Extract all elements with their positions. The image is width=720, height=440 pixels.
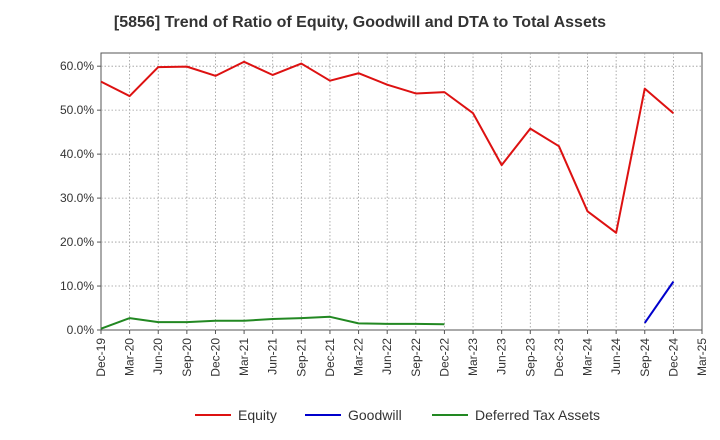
data-point <box>615 232 617 234</box>
x-tick-label: Mar-24 <box>581 338 595 376</box>
y-tick-label: 60.0% <box>60 59 94 73</box>
data-point <box>214 75 216 77</box>
data-point <box>272 74 274 76</box>
legend-layer: Equity Goodwill Deferred Tax Assets <box>195 407 600 423</box>
legend-item: Goodwill <box>305 407 402 423</box>
data-point <box>587 210 589 212</box>
data-point <box>186 66 188 68</box>
data-point <box>472 112 474 114</box>
data-point <box>529 128 531 130</box>
x-tick-label: Dec-19 <box>94 338 108 377</box>
legend-label: Equity <box>238 407 277 423</box>
x-tick-label: Jun-24 <box>609 338 623 375</box>
chart-title: [5856] Trend of Ratio of Equity, Goodwil… <box>113 14 607 31</box>
series-goodwill <box>643 281 675 324</box>
x-tick-label: Sep-21 <box>294 338 308 377</box>
y-tick-label: 30.0% <box>60 191 94 205</box>
x-tick-label: Jun-22 <box>380 338 394 375</box>
data-point <box>300 317 302 319</box>
data-point <box>415 323 417 325</box>
data-point <box>672 281 674 283</box>
data-point <box>243 320 245 322</box>
data-point <box>100 328 102 330</box>
x-tick-label: Dec-20 <box>208 338 222 377</box>
x-tick-label: Jun-20 <box>151 338 165 375</box>
x-tick-label: Sep-24 <box>638 338 652 377</box>
legend-label: Goodwill <box>348 407 402 423</box>
data-point <box>358 72 360 74</box>
data-point <box>386 323 388 325</box>
data-point <box>358 322 360 324</box>
series-line <box>643 281 675 324</box>
y-tick-label: 20.0% <box>60 235 94 249</box>
series-line <box>100 60 675 234</box>
data-point <box>129 95 131 97</box>
data-point <box>501 164 503 166</box>
legend-label: Deferred Tax Assets <box>475 407 600 423</box>
x-tick-label: Sep-22 <box>409 338 423 377</box>
data-point <box>100 81 102 83</box>
legend-item: Deferred Tax Assets <box>432 407 600 423</box>
data-point <box>644 88 646 90</box>
x-tick-label: Mar-25 <box>695 338 709 376</box>
x-tick-label: Mar-21 <box>237 338 251 376</box>
data-point <box>214 320 216 322</box>
data-point <box>644 322 646 324</box>
data-point <box>415 92 417 94</box>
x-tick-label: Mar-22 <box>352 338 366 376</box>
data-point <box>186 321 188 323</box>
x-tick-label: Jun-21 <box>266 338 280 375</box>
axis-layer: 0.0% 10.0% 20.0% 30.0% 40.0% 50.0% 60.0% Dec-19… <box>60 59 709 377</box>
data-point <box>157 321 159 323</box>
x-tick-label: Dec-23 <box>552 338 566 377</box>
data-point <box>272 318 274 320</box>
x-tick-label: Mar-23 <box>466 338 480 376</box>
data-point <box>129 317 131 319</box>
x-tick-label: Sep-20 <box>180 338 194 377</box>
x-tick-label: Dec-22 <box>437 338 451 377</box>
data-point <box>157 66 159 68</box>
x-tick-label: Jun-23 <box>495 338 509 375</box>
x-tick-label: Dec-21 <box>323 338 337 377</box>
data-point <box>329 80 331 82</box>
x-tick-label: Mar-20 <box>123 338 137 376</box>
plot-frame <box>100 52 703 331</box>
legend-item: Equity <box>195 407 277 423</box>
data-point <box>443 323 445 325</box>
y-tick-label: 50.0% <box>60 103 94 117</box>
data-point <box>243 61 245 63</box>
data-point <box>443 91 445 93</box>
data-point <box>672 112 674 114</box>
data-point <box>386 84 388 86</box>
x-tick-label: Dec-24 <box>666 338 680 377</box>
data-point <box>300 63 302 65</box>
data-point <box>558 145 560 147</box>
x-tick-label: Sep-23 <box>523 338 537 377</box>
series-deferred-tax-assets <box>100 315 445 330</box>
series-equity <box>100 60 675 234</box>
y-tick-label: 40.0% <box>60 147 94 161</box>
grid-layer <box>100 52 703 331</box>
data-point <box>329 316 331 318</box>
series-line <box>100 315 445 330</box>
y-tick-label: 0.0% <box>67 323 95 337</box>
y-tick-label: 10.0% <box>60 279 94 293</box>
series-layer <box>100 60 675 330</box>
